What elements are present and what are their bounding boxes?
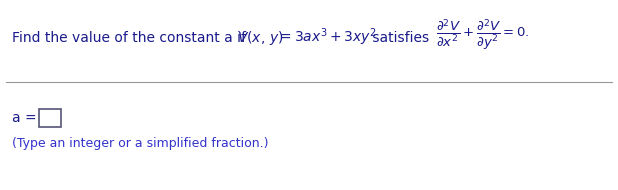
Text: satisfies: satisfies (368, 31, 433, 45)
Text: (Type an integer or a simplified fraction.): (Type an integer or a simplified fractio… (12, 138, 268, 150)
Text: $\dfrac{\partial^2 V}{\partial x^2}+\dfrac{\partial^2 V}{\partial y^2}=0.$: $\dfrac{\partial^2 V}{\partial x^2}+\dfr… (436, 17, 530, 52)
Text: $\mathit{V}$$\mathit{(x,\,y)}$: $\mathit{V}$$\mathit{(x,\,y)}$ (237, 29, 284, 47)
Text: a =: a = (12, 111, 41, 125)
Text: Find the value of the constant a if: Find the value of the constant a if (12, 31, 250, 45)
Text: $= 3ax^3+3xy^2$: $= 3ax^3+3xy^2$ (277, 26, 377, 48)
Bar (39, 109, 61, 127)
